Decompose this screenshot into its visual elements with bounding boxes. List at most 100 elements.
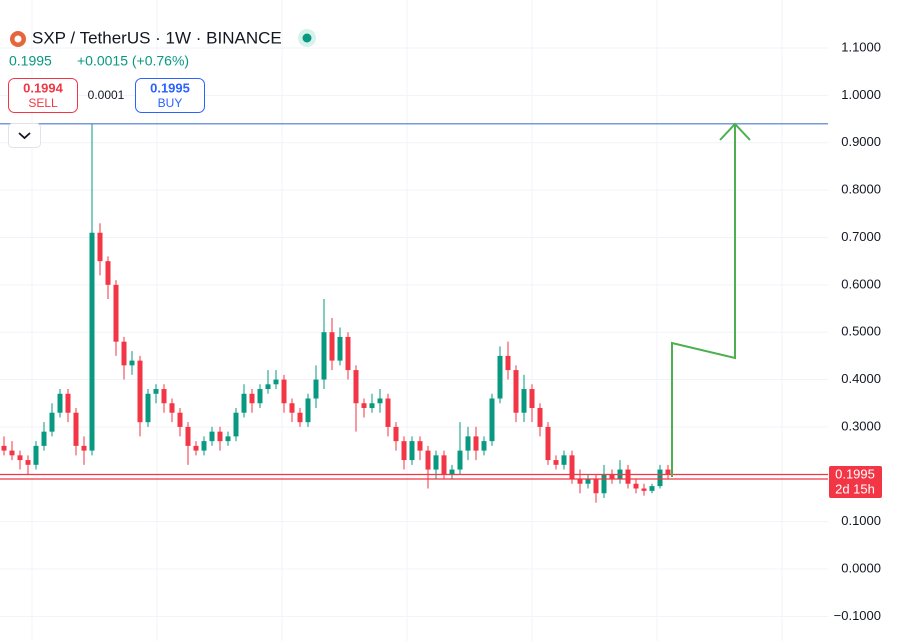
status-dot [302, 33, 312, 43]
candle-body [33, 445, 39, 465]
candle-body [65, 393, 71, 413]
candle-body [9, 450, 15, 456]
price-change: +0.0015 (+0.76%) [77, 53, 189, 69]
candle-body [553, 460, 559, 465]
candle-body [161, 389, 167, 404]
candle-body [73, 412, 79, 446]
candle-body [609, 474, 615, 480]
candle-body [369, 403, 375, 408]
candle-body [521, 389, 527, 413]
candle-body [265, 384, 271, 390]
candle-body [385, 398, 391, 427]
candle-body [417, 441, 423, 451]
candle-body [209, 431, 215, 442]
collapse-button[interactable] [8, 123, 41, 148]
candle-body [361, 403, 367, 408]
candle-body [337, 336, 343, 361]
sell-price: 0.1994 [23, 80, 64, 95]
y-tick-label: −0.1000 [834, 608, 881, 623]
candle-body [57, 393, 63, 413]
buy-price: 0.1995 [150, 80, 190, 95]
candle-body [297, 412, 303, 423]
y-tick-label: 0.6000 [841, 276, 881, 291]
price-tag-box [829, 466, 882, 498]
candle-body [169, 403, 175, 413]
sell-label: SELL [28, 96, 58, 110]
countdown: 2d 15h [835, 481, 875, 496]
candle-body [377, 398, 383, 404]
candle-body [193, 445, 199, 451]
candle-body [585, 479, 591, 484]
candle-body [217, 431, 223, 442]
price-axis: −0.10000.00000.10000.20000.30000.40000.5… [834, 39, 881, 622]
candle-body [153, 389, 159, 394]
candle-body [537, 407, 543, 427]
candle-body [649, 486, 655, 491]
candle-body [433, 455, 439, 470]
candle-body [129, 360, 135, 366]
logo-dot [14, 35, 22, 43]
candle-body [601, 474, 607, 494]
y-tick-label: 0.9000 [841, 134, 881, 149]
sell-button[interactable] [8, 78, 78, 113]
y-tick-label: 0.4000 [841, 371, 881, 386]
candle-body [177, 412, 183, 427]
candle-body [657, 469, 663, 487]
candle-body [321, 332, 327, 380]
y-tick-label: 0.7000 [841, 229, 881, 244]
candle-body [145, 393, 151, 423]
candle-body [281, 379, 287, 404]
candle-body [105, 261, 111, 285]
candle-body [561, 455, 567, 465]
candle-body [289, 403, 295, 413]
horizontal-lines [0, 123, 828, 480]
candle-body [505, 355, 511, 371]
candle-body [113, 284, 119, 342]
candle-body [121, 341, 127, 366]
candle-body [625, 469, 631, 484]
symbol-title: SXP / TetherUS · 1W · BINANCE [32, 28, 282, 47]
y-tick-label: 0.0000 [841, 560, 881, 575]
candle-body [393, 426, 399, 442]
candle-body [1, 445, 7, 451]
candle-body [25, 460, 31, 465]
candle-body [473, 436, 479, 451]
candle-body [545, 426, 551, 461]
candle-body [465, 436, 471, 451]
candle-body [241, 393, 247, 413]
candle-body [329, 332, 335, 361]
y-tick-label: 1.1000 [841, 39, 881, 54]
price-tag-value: 0.1995 [835, 466, 875, 481]
y-tick-label: 0.5000 [841, 324, 881, 339]
candle-body [313, 379, 319, 399]
buy-button[interactable] [135, 78, 205, 113]
chevron-icon [18, 132, 31, 140]
candle-body [345, 336, 351, 371]
candle-body [529, 389, 535, 408]
y-tick-label: 0.8000 [841, 182, 881, 197]
candle-body [225, 436, 231, 442]
candle-body [425, 450, 431, 470]
candle-body [305, 398, 311, 423]
candle-body [137, 360, 143, 423]
candle-body [569, 455, 575, 480]
candle-body [401, 441, 407, 461]
price-tag: 0.1995 2d 15h [829, 466, 882, 498]
last-price: 0.1995 [9, 53, 52, 69]
y-tick-label: 1.0000 [841, 87, 881, 102]
header: SXP / TetherUS · 1W · BINANCE 0.1995 +0.… [8, 28, 316, 148]
candle-body [641, 488, 647, 491]
candle-body [481, 441, 487, 451]
candle-body [97, 232, 103, 262]
candle-body [233, 412, 239, 437]
candle-body [273, 379, 279, 385]
candle-body [17, 455, 23, 461]
candle-body [457, 450, 463, 470]
candle-body [449, 469, 455, 475]
y-tick-label: 0.1000 [841, 513, 881, 528]
candle-body [497, 355, 503, 399]
candle-body [49, 412, 55, 432]
spread: 0.0001 [88, 88, 125, 102]
arrow-drawing [671, 122, 751, 477]
candle-body [89, 232, 95, 451]
